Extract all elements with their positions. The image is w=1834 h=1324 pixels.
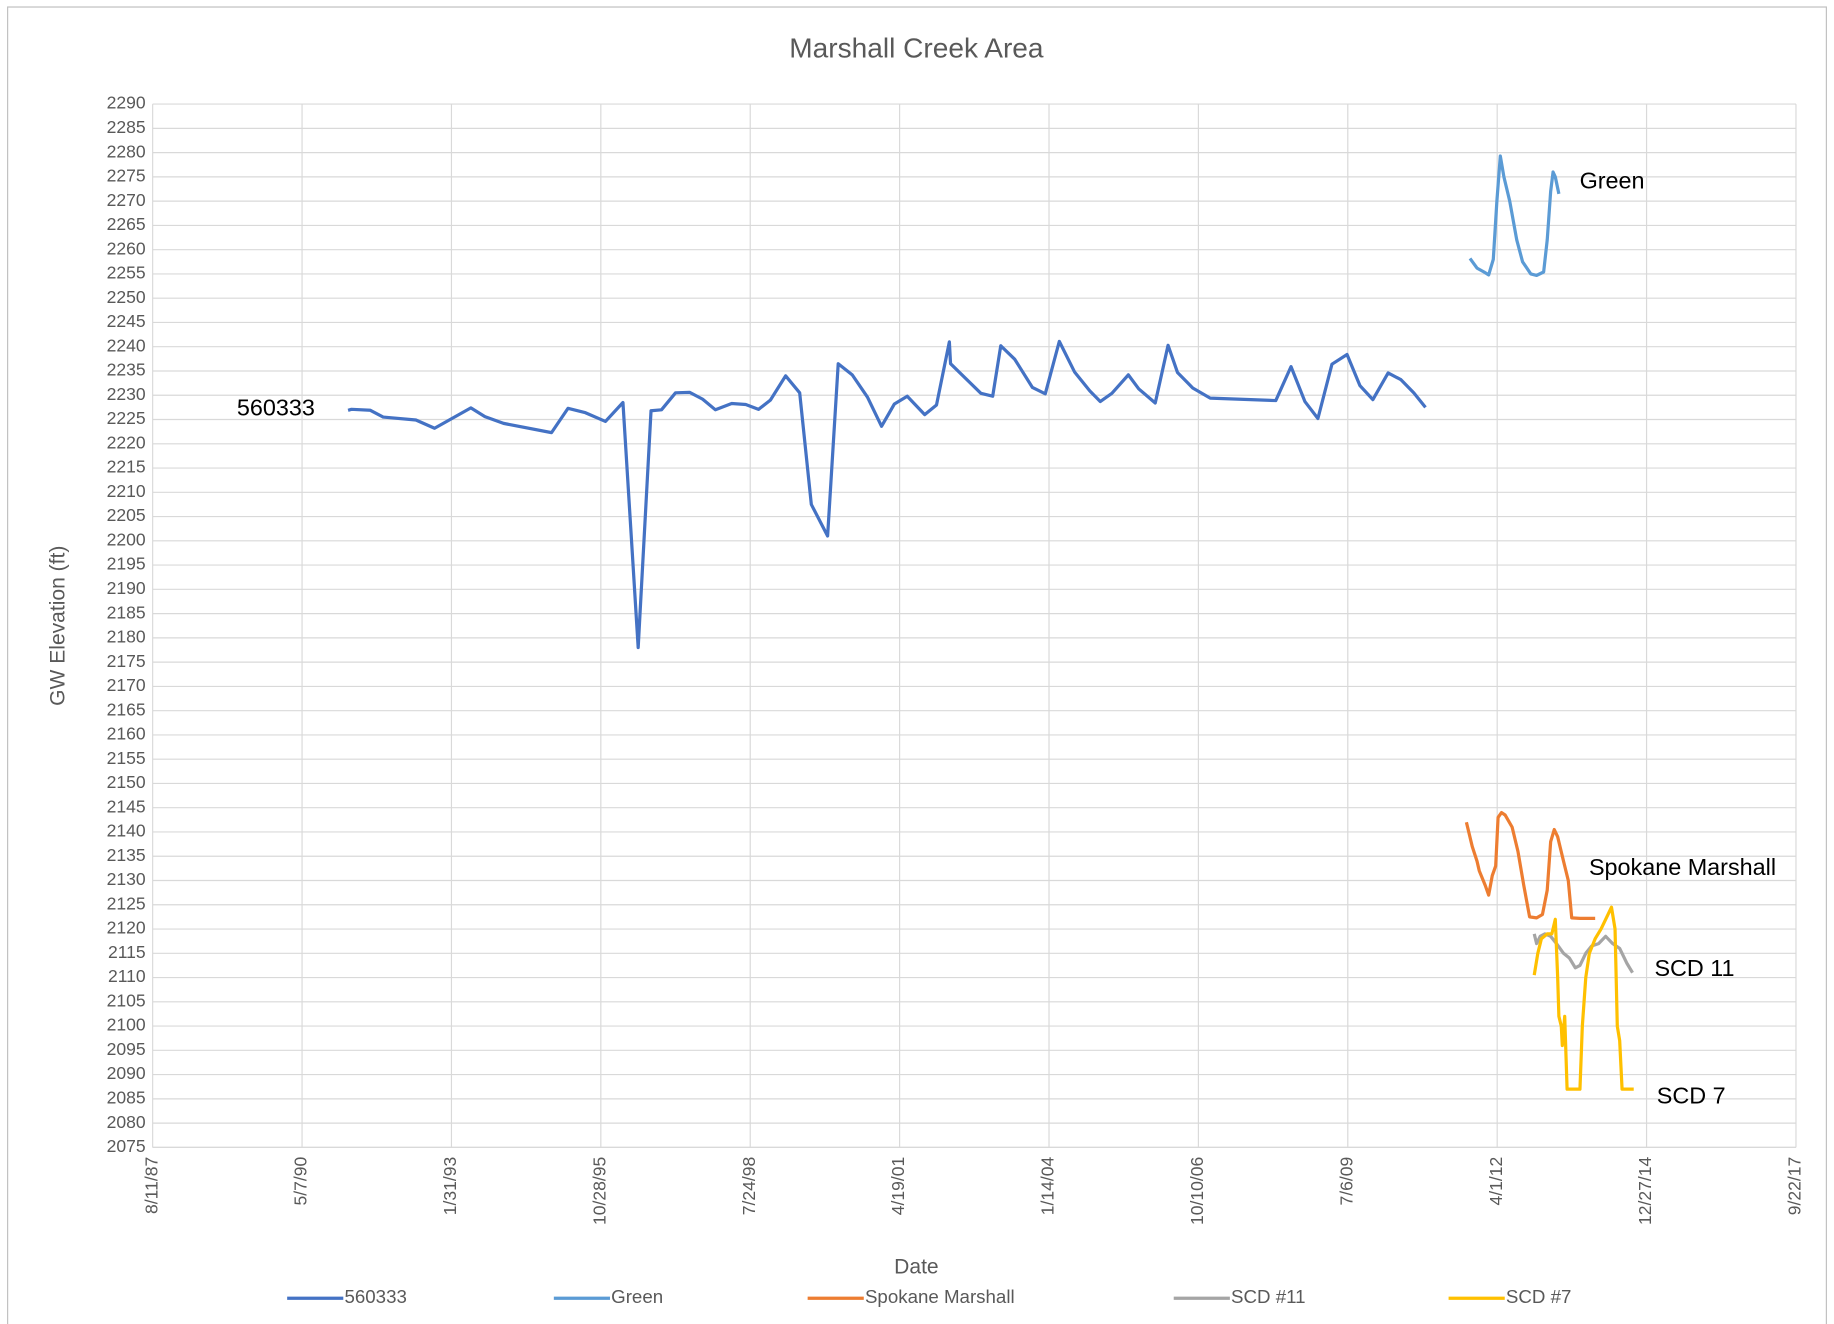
y-tick-label: 2220 [107,432,146,452]
x-tick-label: 1/14/04 [1038,1157,1058,1216]
x-tick-label: 4/19/01 [888,1157,908,1216]
y-tick-label: 2195 [107,554,146,574]
y-tick-label: 2075 [107,1136,146,1156]
y-tick-label: 2085 [107,1088,146,1108]
y-tick-label: 2160 [107,724,146,744]
series-line [1468,154,1561,277]
y-tick-label: 2130 [107,869,146,889]
annotation: 560333 [237,395,315,421]
legend-label: 560333 [344,1286,406,1307]
y-tick-label: 2230 [107,384,146,404]
y-tick-label: 2115 [108,942,146,962]
y-tick-label: 2255 [107,263,146,283]
y-tick-label: 2280 [107,141,146,161]
chart-border [7,6,1827,1324]
y-tick-label: 2190 [107,578,146,598]
y-tick-label: 2290 [107,93,146,113]
y-tick-label: 2165 [107,699,146,719]
y-tick-label: 2225 [107,408,146,428]
y-tick-label: 2235 [107,360,146,380]
y-tick-label: 2105 [107,990,146,1010]
y-tick-label: 2285 [107,117,146,137]
x-tick-label: 4/1/12 [1486,1157,1506,1206]
y-tick-label: 2250 [107,287,146,307]
x-tick-label: 10/28/95 [589,1157,609,1225]
series-line [1532,905,1634,1091]
annotation: SCD 11 [1654,955,1734,981]
y-tick-label: 2135 [107,845,146,865]
series-line [347,339,1427,650]
x-tick-label: 1/31/93 [440,1157,460,1216]
y-tick-label: 2150 [107,772,146,792]
x-tick-label: 7/6/09 [1336,1157,1356,1206]
y-tick-label: 2095 [107,1039,146,1059]
y-tick-label: 2120 [107,918,146,938]
y-tick-label: 2090 [107,1063,146,1083]
y-tick-label: 2155 [107,748,146,768]
y-tick-label: 2205 [107,505,146,525]
x-axis-label: Date [894,1255,938,1278]
y-tick-label: 2100 [107,1015,146,1035]
y-tick-label: 2080 [107,1112,146,1132]
y-tick-label: 2180 [107,627,146,647]
y-tick-label: 2210 [107,481,146,501]
y-tick-label: 2275 [107,166,146,186]
x-tick-label: 9/22/17 [1785,1157,1805,1216]
y-tick-label: 2240 [107,335,146,355]
y-tick-label: 2145 [107,796,146,816]
y-tick-label: 2140 [107,821,146,841]
y-axis-label: GW Elevation (ft) [47,546,70,706]
y-tick-label: 2185 [107,602,146,622]
annotation: Green [1580,168,1645,194]
x-tick-label: 8/11/87 [141,1157,161,1214]
chart-title: Marshall Creek Area [789,33,1044,64]
x-tick-label: 7/24/98 [739,1157,759,1216]
y-tick-label: 2125 [107,893,146,913]
annotation: Spokane Marshall [1589,854,1776,880]
x-tick-label: 10/10/06 [1187,1157,1207,1225]
series-line [1464,810,1596,920]
y-tick-label: 2270 [107,190,146,210]
y-tick-label: 2175 [107,651,146,671]
y-tick-label: 2110 [108,966,146,986]
x-tick-label: 12/27/14 [1635,1157,1655,1225]
annotation: SCD 7 [1657,1082,1726,1108]
legend-label: SCD #11 [1231,1286,1306,1307]
y-tick-label: 2200 [107,529,146,549]
y-tick-label: 2215 [107,457,146,477]
y-tick-label: 2265 [107,214,146,234]
x-tick-label: 5/7/90 [291,1157,311,1206]
legend-label: Green [611,1286,663,1307]
y-tick-label: 2245 [107,311,146,331]
y-tick-label: 2170 [107,675,146,695]
legend-label: SCD #7 [1506,1286,1572,1307]
y-tick-label: 2260 [107,238,146,258]
legend-label: Spokane Marshall [865,1286,1015,1307]
